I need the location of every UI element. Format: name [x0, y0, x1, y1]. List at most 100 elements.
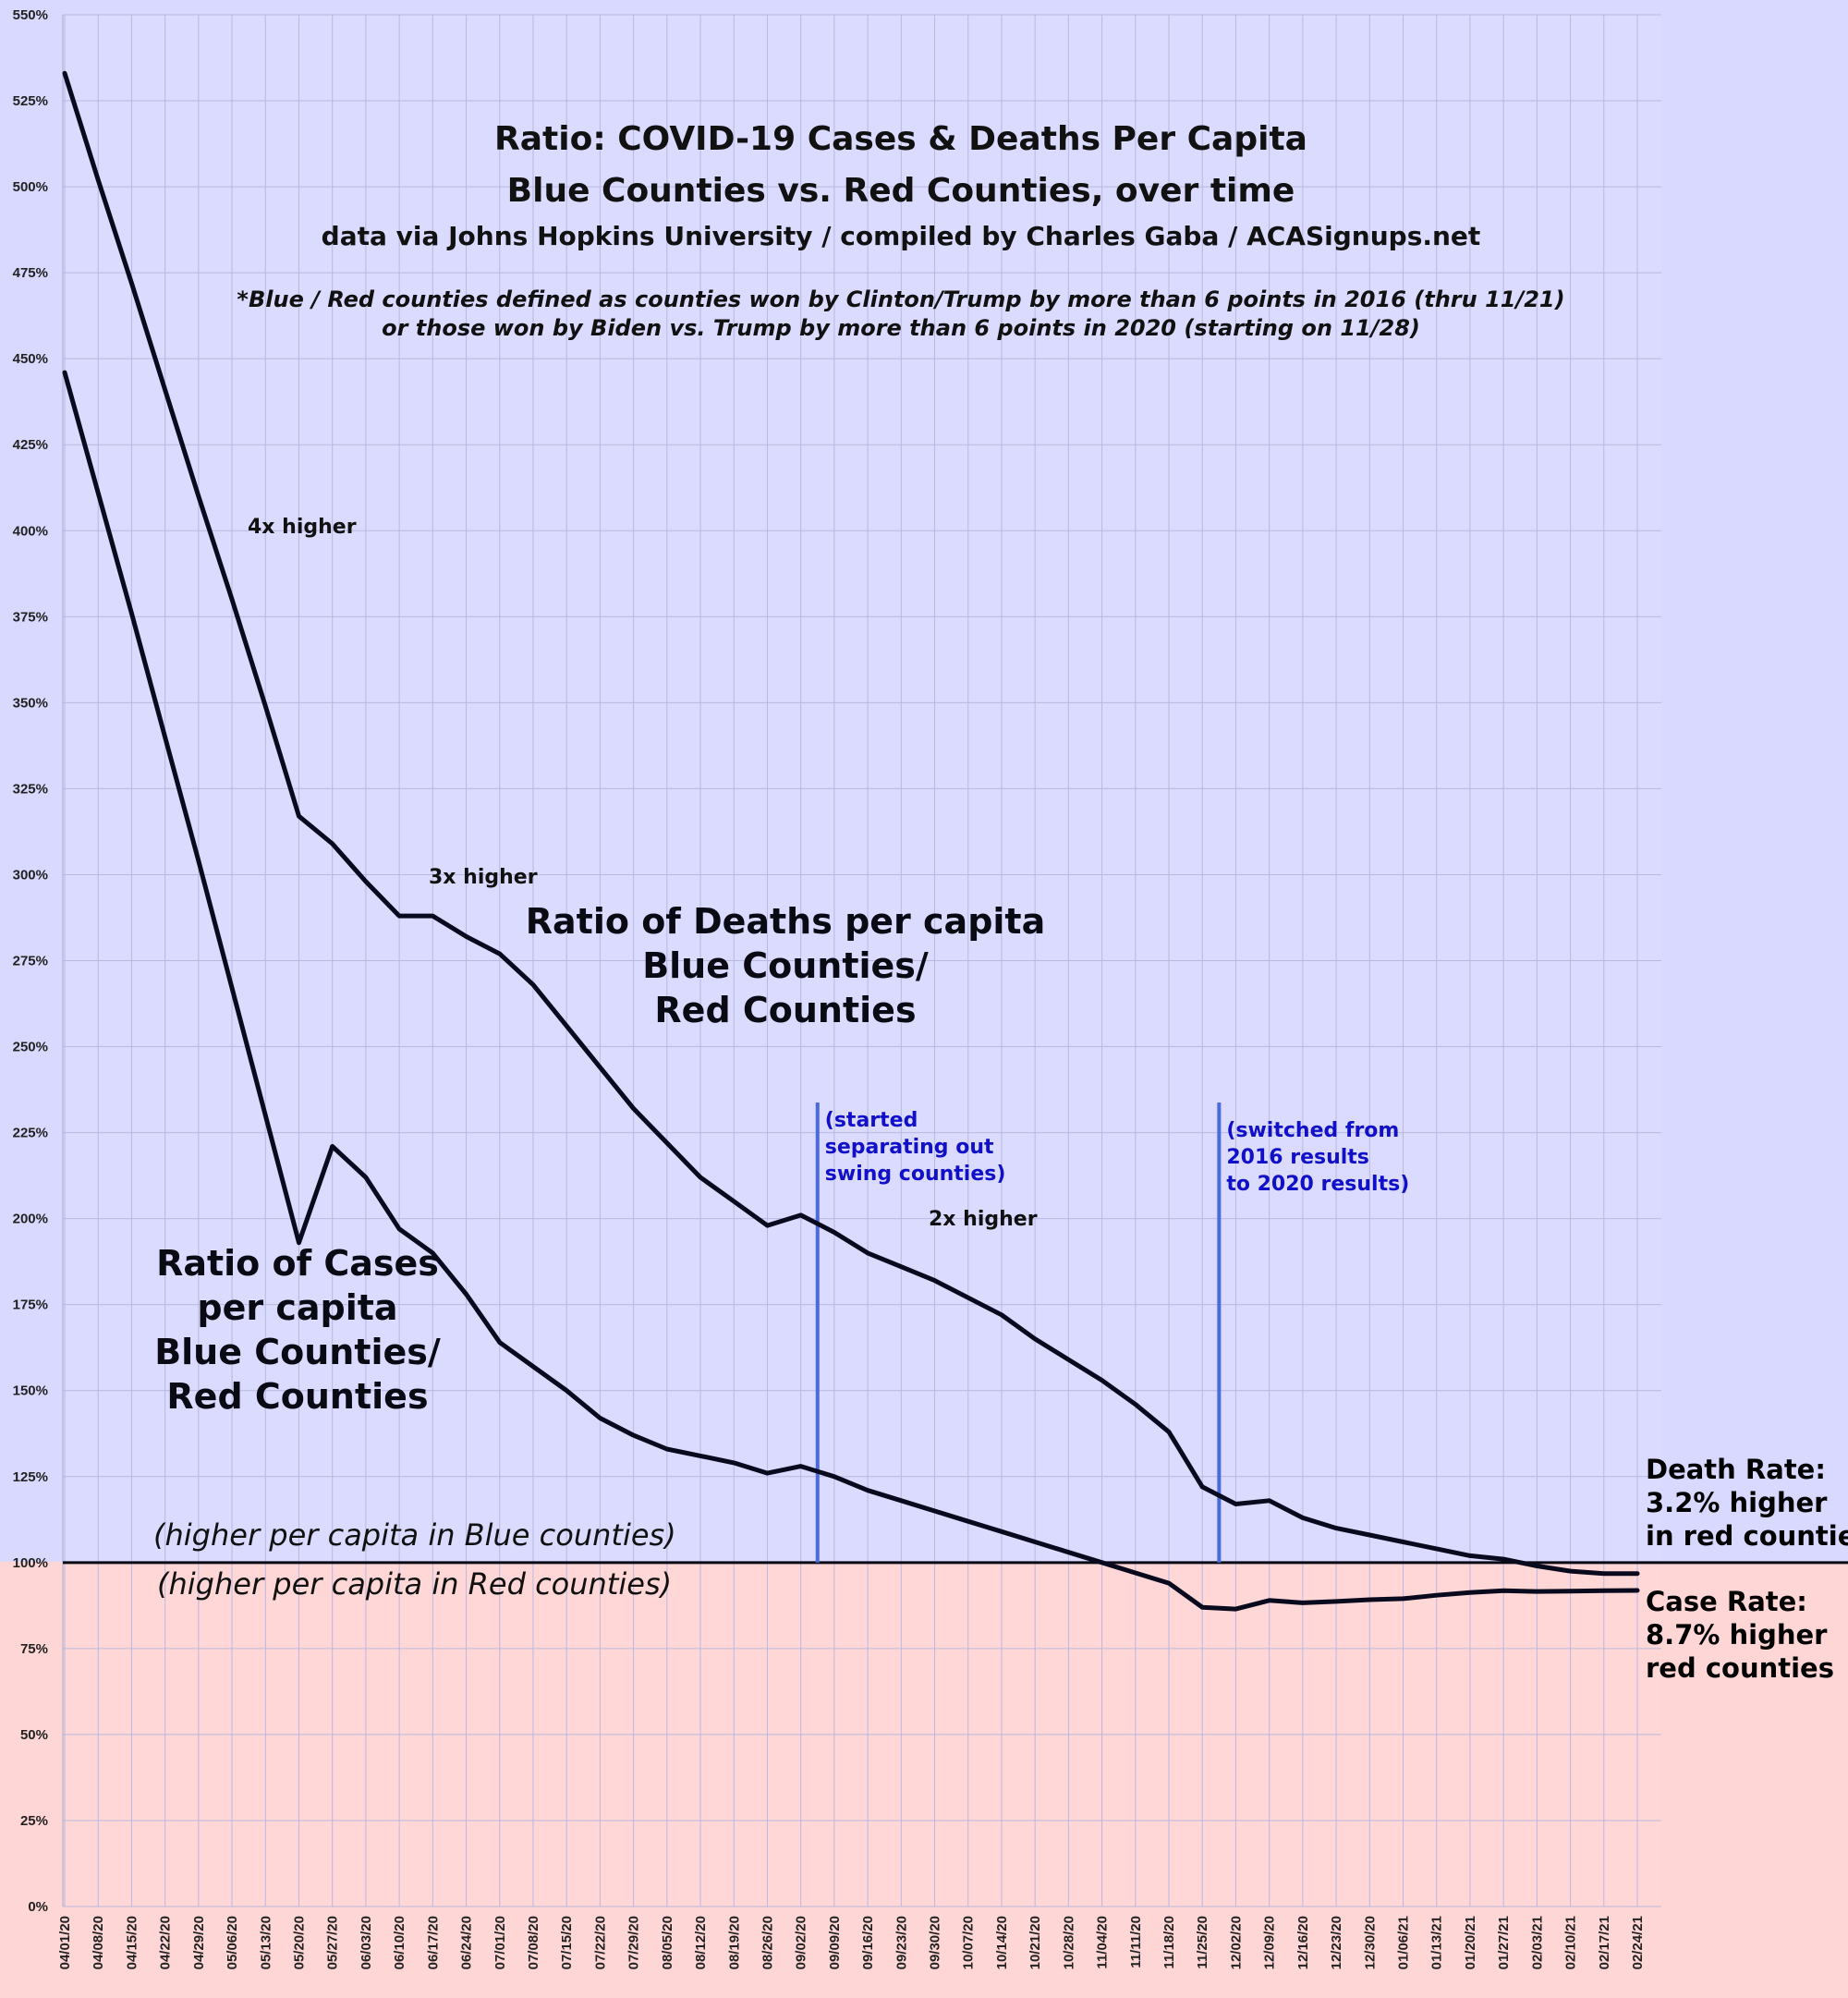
deaths-data-point [1166, 1430, 1172, 1434]
death-rate-line-3: in red counties [1646, 1520, 1848, 1552]
cases-data-point [1535, 1589, 1539, 1594]
deaths-data-point [1467, 1553, 1473, 1558]
deaths-data-point [96, 177, 101, 182]
marker-label-line: 2016 results [1226, 1146, 1369, 1169]
x-tick-label: 10/21/20 [1027, 1916, 1043, 1969]
deaths-data-point [363, 879, 369, 884]
x-tick-label: 12/16/20 [1295, 1916, 1311, 1969]
deaths-data-point [1368, 1532, 1372, 1538]
cases-ratio-line [62, 370, 1640, 1612]
deaths-data-point [196, 493, 201, 499]
deaths-data-point [999, 1312, 1004, 1318]
deaths-data-point [263, 703, 268, 709]
x-tick-label: 09/09/20 [827, 1916, 843, 1969]
marker-label-line: (started [825, 1109, 918, 1132]
cases-data-point [363, 1175, 369, 1180]
x-tick-label: 06/03/20 [359, 1916, 374, 1969]
cases-data-point [631, 1432, 636, 1438]
x-tick-label: 12/30/20 [1362, 1916, 1378, 1969]
x-tick-label: 09/23/20 [894, 1916, 909, 1969]
deaths-data-point [1535, 1564, 1539, 1568]
deaths-label-line-2: Blue Counties/ [642, 945, 929, 986]
deaths-data-point [229, 597, 235, 602]
y-tick-label: 175% [13, 1297, 48, 1313]
cases-label-line-2: per capita [197, 1287, 397, 1328]
y-tick-label: 50% [20, 1727, 48, 1743]
x-tick-label: 11/11/20 [1128, 1916, 1144, 1968]
footnote-line-2: or those won by Biden vs. Trump by more … [382, 315, 1420, 341]
y-tick-label: 150% [13, 1383, 48, 1399]
x-tick-label: 01/27/21 [1496, 1916, 1512, 1969]
x-tick-label: 12/23/20 [1329, 1916, 1344, 1969]
x-tick-label: 04/08/20 [91, 1916, 106, 1969]
x-tick-label: 07/15/20 [559, 1916, 575, 1969]
x-tick-label: 02/03/21 [1529, 1916, 1545, 1969]
cases-data-point [1100, 1560, 1104, 1566]
cases-data-point [1635, 1588, 1640, 1593]
cases-data-point [196, 859, 201, 863]
case-rate-line-2: 8.7% higher [1646, 1619, 1828, 1651]
cases-data-point [899, 1498, 904, 1504]
cases-data-point [297, 1240, 301, 1245]
cases-data-point [1300, 1601, 1306, 1605]
deaths-data-point [1100, 1378, 1104, 1383]
x-tick-label: 09/16/20 [860, 1916, 876, 1969]
deaths-data-point [631, 1106, 636, 1111]
deaths-data-point [129, 281, 134, 286]
x-tick-label: 08/19/20 [726, 1916, 742, 1969]
deaths-ratio-line [62, 70, 1640, 1577]
deaths-label-line-3: Red Counties [654, 990, 916, 1030]
x-tick-label: 07/22/20 [592, 1916, 608, 1969]
deaths-data-point [1601, 1571, 1606, 1576]
cases-data-point [464, 1292, 468, 1297]
deaths-data-point [330, 841, 334, 847]
series-lines [62, 70, 1640, 1612]
deaths-data-point [497, 951, 502, 956]
marker-label-line: swing counties) [825, 1163, 1006, 1186]
x-axis: 04/01/20 04/08/20 04/15/20 04/22/20 04/29/20… [57, 1916, 1646, 1969]
higher-in-blue-label: (higher per capita in Blue counties) [153, 1517, 676, 1553]
cases-data-point [1066, 1550, 1071, 1554]
x-tick-label: 12/09/20 [1262, 1916, 1278, 1969]
cases-data-point [832, 1474, 837, 1479]
cases-data-point [396, 1226, 402, 1232]
cases-data-point [263, 1113, 268, 1118]
x-tick-label: 10/07/20 [961, 1916, 977, 1969]
x-tick-label: 04/01/20 [57, 1916, 73, 1969]
deaths-data-point [966, 1296, 970, 1300]
multiplier-annotations: 4x higher 3x higher 2x higher [248, 516, 1038, 1231]
x-tick-label: 08/05/20 [660, 1916, 675, 1969]
x-tick-label: 05/13/20 [258, 1916, 274, 1969]
deaths-series-label: Ratio of Deaths per capita Blue Counties… [526, 901, 1045, 1030]
y-tick-label: 25% [20, 1813, 48, 1829]
x-tick-label: 12/02/20 [1228, 1916, 1244, 1969]
case-rate-summary: Case Rate: 8.7% higher red counties [1646, 1586, 1834, 1684]
cases-data-point [999, 1529, 1004, 1534]
death-rate-summary: Death Rate: 3.2% higher in red counties [1646, 1454, 1848, 1552]
marker-label-line: to 2020 results) [1226, 1173, 1409, 1196]
x-tick-label: 08/12/20 [693, 1916, 709, 1969]
deaths-data-point [564, 1024, 569, 1029]
deaths-data-point [798, 1212, 803, 1218]
x-tick-label: 05/06/20 [225, 1916, 240, 1969]
cases-label-line-4: Red Counties [166, 1376, 428, 1417]
case-rate-line-3: red counties [1646, 1652, 1834, 1684]
x-tick-label: 08/26/20 [760, 1916, 775, 1969]
deaths-label-line-1: Ratio of Deaths per capita [526, 901, 1045, 942]
x-tick-label: 09/02/20 [794, 1916, 809, 1969]
cases-data-point [664, 1446, 670, 1452]
deaths-data-point [598, 1065, 602, 1070]
x-tick-label: 07/01/20 [492, 1916, 508, 1969]
y-tick-label: 0% [28, 1899, 48, 1915]
deaths-data-point [664, 1140, 670, 1145]
x-tick-label: 01/20/21 [1463, 1916, 1478, 1969]
x-tick-label: 02/17/21 [1597, 1916, 1612, 1969]
cases-series-label: Ratio of Cases per capita Blue Counties/… [154, 1243, 441, 1417]
cases-data-point [732, 1460, 736, 1466]
deaths-data-point [1200, 1484, 1205, 1490]
two-x-higher-label: 2x higher [929, 1208, 1038, 1231]
cases-data-point [564, 1388, 569, 1393]
cases-data-point [1032, 1540, 1038, 1544]
